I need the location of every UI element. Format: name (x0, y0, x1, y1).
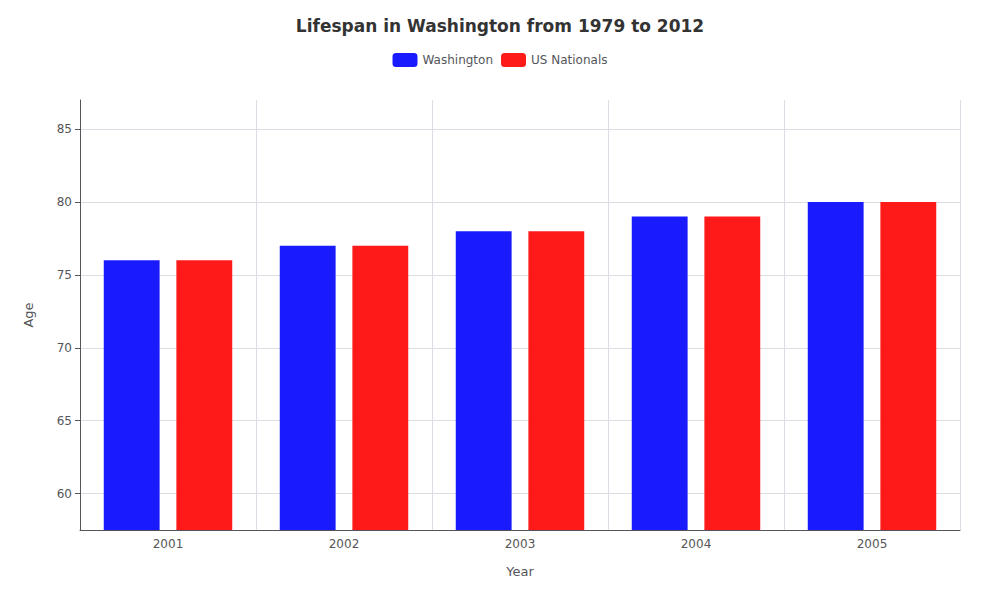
svg-text:2004: 2004 (681, 537, 712, 551)
svg-text:Lifespan in Washington from 19: Lifespan in Washington from 1979 to 2012 (296, 16, 704, 36)
svg-text:75: 75 (57, 268, 72, 282)
svg-text:70: 70 (57, 341, 72, 355)
svg-text:2002: 2002 (329, 537, 360, 551)
svg-text:85: 85 (57, 122, 72, 136)
svg-text:2003: 2003 (505, 537, 536, 551)
svg-text:Year: Year (505, 564, 534, 579)
svg-text:60: 60 (57, 487, 72, 501)
svg-text:2005: 2005 (857, 537, 888, 551)
svg-text:2001: 2001 (153, 537, 184, 551)
svg-text:80: 80 (57, 195, 72, 209)
svg-text:65: 65 (57, 414, 72, 428)
svg-text:Age: Age (21, 302, 36, 327)
svg-text:Washington: Washington (423, 53, 494, 67)
svg-text:US Nationals: US Nationals (531, 53, 607, 67)
